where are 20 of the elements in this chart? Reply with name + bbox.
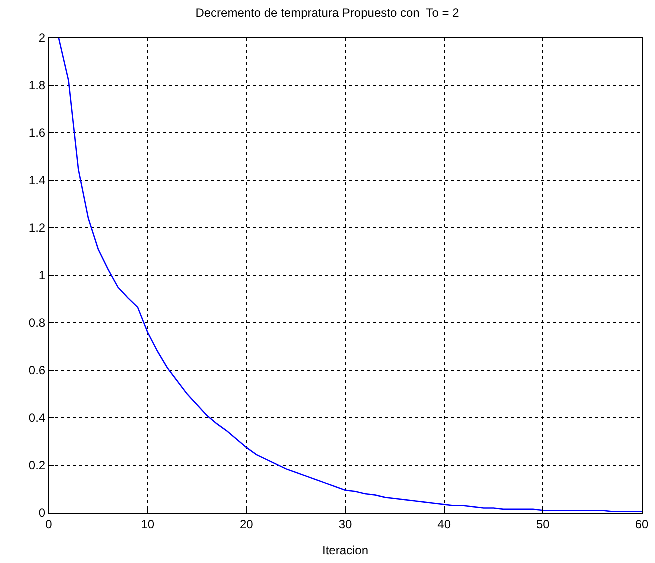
y-tick-label: 1 <box>38 268 46 283</box>
x-tick-label: 30 <box>338 517 352 532</box>
x-tick-label: 10 <box>141 517 155 532</box>
x-tick-label: 20 <box>240 517 254 532</box>
y-tick-label: 1.6 <box>28 126 46 140</box>
x-axis-title: Iteracion <box>322 543 369 558</box>
chart-title: Decremento de tempratura Propuesto con To = 2 <box>196 6 460 20</box>
y-tick-label: 0.8 <box>28 316 46 330</box>
x-tick-label: 40 <box>438 517 452 532</box>
y-tick-label: 1.2 <box>28 221 46 236</box>
y-tick-label: 1.8 <box>28 78 46 93</box>
y-tick-label: 0.4 <box>28 411 46 426</box>
line-series <box>58 38 642 512</box>
y-tick-label: 0.6 <box>28 364 46 378</box>
y-tick-label: 1.4 <box>28 174 46 188</box>
y-tick-label: 2 <box>38 31 46 46</box>
x-tick-label: 60 <box>635 517 649 532</box>
y-tick-label: 0 <box>38 506 46 520</box>
y-tick-label: 0.2 <box>28 458 46 473</box>
x-tick-label: 50 <box>536 517 550 532</box>
